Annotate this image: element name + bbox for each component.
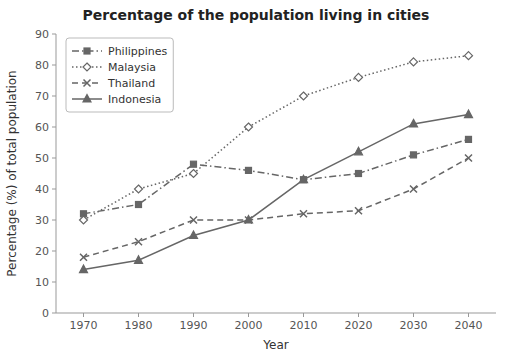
point — [355, 207, 362, 214]
series-line — [84, 56, 469, 220]
point — [190, 170, 198, 178]
y-tick-label: 60 — [35, 121, 49, 134]
point — [410, 58, 418, 66]
legend-label: Indonesia — [108, 93, 161, 106]
y-tick-label: 40 — [35, 183, 49, 196]
y-axis-label: Percentage (%) of total population — [5, 70, 19, 276]
x-tick — [248, 313, 249, 317]
plot-area — [80, 52, 473, 273]
legend-marker — [83, 63, 91, 71]
legend: Philippines Malaysia Thailand Indonesia — [66, 38, 173, 112]
chart: Percentage of the population living in c… — [0, 0, 512, 357]
point — [136, 202, 142, 208]
title: Percentage of the population living in c… — [83, 7, 430, 23]
y-tick — [52, 96, 56, 97]
x-axis-label: Year — [262, 338, 288, 352]
point — [135, 238, 142, 245]
x-tick — [413, 313, 414, 317]
point — [465, 52, 473, 60]
legend-marker — [84, 80, 91, 87]
point — [410, 119, 418, 127]
y-tick-label: 0 — [42, 307, 49, 320]
x-tick — [138, 313, 139, 317]
series-line — [84, 115, 469, 270]
x-tick-label: 2000 — [235, 319, 263, 332]
y-tick-label: 80 — [35, 59, 49, 72]
point — [300, 92, 308, 100]
y-tick — [52, 282, 56, 283]
point — [300, 175, 308, 183]
x-tick — [358, 313, 359, 317]
y-tick — [52, 158, 56, 159]
legend-label: Malaysia — [108, 61, 156, 74]
y-tick-label: 50 — [35, 152, 49, 165]
x-axis-line — [56, 313, 496, 314]
point — [190, 217, 197, 224]
y-tick — [52, 220, 56, 221]
point — [465, 110, 473, 118]
y-tick — [52, 189, 56, 190]
y-tick — [52, 127, 56, 128]
point — [410, 186, 417, 193]
point — [355, 147, 363, 155]
y-tick — [52, 313, 56, 314]
x-tick — [193, 313, 194, 317]
legend-label: Philippines — [108, 45, 168, 58]
point — [300, 210, 307, 217]
point — [80, 265, 88, 273]
x-tick-label: 2010 — [290, 319, 318, 332]
legend-marker — [84, 48, 90, 54]
point — [246, 167, 252, 173]
point — [411, 152, 417, 158]
y-tick — [52, 251, 56, 252]
point — [135, 185, 143, 193]
y-tick-label: 70 — [35, 90, 49, 103]
point — [355, 73, 363, 81]
y-tick-label: 30 — [35, 214, 49, 227]
point — [245, 123, 253, 131]
legend-label: Thailand — [107, 77, 155, 90]
point — [465, 155, 472, 162]
x-tick — [303, 313, 304, 317]
series-line — [84, 139, 469, 213]
point — [135, 256, 143, 263]
legend-box — [66, 38, 173, 112]
x-tick-label: 1970 — [70, 319, 98, 332]
y-tick-label: 90 — [35, 28, 49, 41]
point — [356, 171, 362, 177]
y-axis-line — [56, 34, 57, 313]
y-tick — [52, 65, 56, 66]
point — [80, 254, 87, 261]
point — [191, 161, 197, 167]
point — [466, 136, 472, 142]
y-tick-label: 10 — [35, 276, 49, 289]
point — [190, 231, 198, 239]
x-tick — [83, 313, 84, 317]
y-tick — [52, 34, 56, 35]
series-line — [84, 158, 469, 257]
x-tick-label: 2040 — [455, 319, 483, 332]
x-tick-label: 2030 — [400, 319, 428, 332]
point — [80, 216, 88, 224]
point — [245, 216, 253, 224]
x-tick-label: 1980 — [125, 319, 153, 332]
y-tick-label: 20 — [35, 245, 49, 258]
x-tick — [468, 313, 469, 317]
legend-marker — [83, 95, 91, 103]
x-tick-label: 2020 — [345, 319, 373, 332]
x-tick-label: 1990 — [180, 319, 208, 332]
